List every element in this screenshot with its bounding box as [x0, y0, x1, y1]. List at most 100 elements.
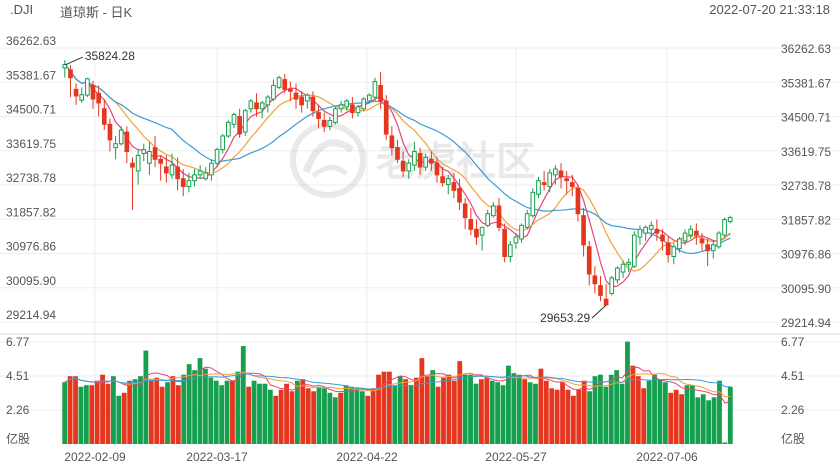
- volume-tick-left: 4.51: [6, 369, 30, 383]
- candle-up: [519, 224, 524, 240]
- candle-up: [536, 180, 541, 195]
- candle-down: [288, 88, 293, 92]
- volume-bar: [262, 383, 268, 444]
- volume-bar: [294, 380, 300, 444]
- y-tick-left: 32738.78: [6, 171, 56, 185]
- candle-down: [101, 108, 107, 125]
- candle-up: [648, 224, 654, 230]
- volume-bar: [138, 376, 143, 444]
- volume-bar: [359, 391, 365, 444]
- candle-up: [423, 156, 429, 168]
- y-tick-right: 34500.71: [781, 111, 831, 125]
- volume-ma5-line: [64, 366, 731, 404]
- volume-bar: [506, 365, 511, 444]
- volume-bar: [603, 386, 609, 444]
- candle-up: [141, 149, 147, 154]
- candle-down: [383, 100, 389, 135]
- low-annotation-leader: [591, 304, 607, 319]
- candle-down: [694, 230, 699, 236]
- candle-down: [496, 205, 502, 228]
- volume-bar: [154, 377, 160, 444]
- candle-down: [310, 96, 316, 112]
- candle-down: [90, 84, 96, 100]
- volume-bar: [67, 376, 73, 444]
- volume-bar: [419, 358, 425, 444]
- volume-bar: [78, 386, 84, 444]
- candle-up: [682, 232, 688, 242]
- watermark-text: 老虎社区: [376, 139, 536, 185]
- axis-labels: 36262.63 36262.63 35381.67 35381.67 34500.71…: [6, 34, 831, 464]
- volume-bar: [278, 389, 284, 444]
- candle-up: [355, 106, 361, 114]
- volume-bar: [392, 385, 398, 444]
- volume-bar: [414, 377, 419, 444]
- volume-bar: [646, 380, 652, 444]
- candle-up: [231, 114, 237, 125]
- candle-down: [457, 187, 462, 203]
- annotations: 35824.28 29653.29: [64, 49, 607, 325]
- volume-bar: [332, 397, 338, 444]
- high-annotation-leader: [64, 56, 84, 66]
- candle-down: [254, 102, 259, 110]
- volume-bar: [251, 380, 257, 444]
- volume-bar: [132, 379, 138, 444]
- candle-up: [113, 143, 118, 149]
- volume-bar: [365, 395, 371, 444]
- volume-bar: [343, 385, 349, 444]
- candle-up: [609, 277, 615, 294]
- y-tick-right: 29214.94: [781, 316, 831, 330]
- volume-bar: [608, 374, 614, 444]
- candle-down: [665, 242, 671, 256]
- candle-down: [581, 215, 586, 246]
- volume-bar: [543, 380, 549, 444]
- candle-up: [338, 104, 344, 110]
- candle-up: [361, 98, 367, 110]
- volume-bar: [240, 346, 246, 444]
- x-tick: 2022-02-09: [64, 450, 126, 464]
- candle-up: [637, 228, 643, 238]
- volume-bar: [424, 376, 430, 444]
- y-tick-right: 35381.67: [781, 76, 831, 90]
- volume-bar: [300, 379, 306, 444]
- candle-down: [389, 135, 395, 149]
- candle-up: [259, 102, 265, 110]
- volume-bar: [722, 442, 728, 444]
- candle-down: [124, 131, 130, 153]
- volume-bar: [327, 392, 333, 444]
- volume-bar: [397, 376, 403, 444]
- volume-bar: [386, 371, 392, 444]
- volume-bar: [181, 374, 187, 444]
- volume-bar: [197, 358, 203, 444]
- candle-up: [147, 151, 152, 164]
- volume-bar: [538, 368, 544, 444]
- candle-up: [722, 219, 727, 236]
- y-tick-left: 35381.67: [6, 68, 56, 82]
- y-tick-left: 30095.90: [6, 274, 56, 288]
- volume-bar: [635, 376, 641, 444]
- candle-up: [271, 84, 276, 100]
- volume-bar: [592, 376, 598, 444]
- y-tick-left: 36262.63: [6, 34, 56, 48]
- volume-bar: [690, 385, 695, 444]
- candle-down: [395, 147, 400, 160]
- volume-bar: [257, 383, 262, 444]
- volume-unit-left: 亿股: [6, 431, 30, 446]
- volume-bar: [587, 391, 593, 444]
- volume-bar: [235, 371, 241, 444]
- volume-bar: [700, 394, 706, 444]
- candle-up: [406, 162, 412, 172]
- candle-up: [677, 238, 682, 250]
- candle-down: [163, 166, 169, 174]
- volume-bar: [570, 395, 576, 444]
- volume-bar: [208, 377, 214, 444]
- candle-up: [220, 135, 226, 151]
- volume-bar: [403, 379, 409, 444]
- volume-bar: [62, 382, 68, 444]
- y-tick-right: 31857.82: [781, 213, 831, 227]
- candle-down: [564, 178, 569, 182]
- candle-down: [705, 244, 710, 252]
- candle-down: [350, 104, 355, 114]
- candle-up: [366, 94, 372, 102]
- candle-up: [85, 78, 90, 96]
